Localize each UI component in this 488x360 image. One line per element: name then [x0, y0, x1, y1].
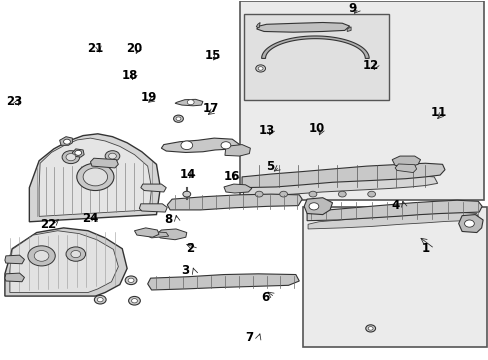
Circle shape [308, 191, 316, 197]
Bar [239, 1, 483, 200]
Polygon shape [147, 274, 299, 290]
Circle shape [28, 246, 55, 266]
Text: 10: 10 [308, 122, 325, 135]
Polygon shape [243, 176, 437, 197]
Polygon shape [256, 22, 349, 32]
Bar [303, 207, 486, 347]
Polygon shape [60, 137, 72, 145]
Polygon shape [145, 231, 168, 238]
Circle shape [173, 115, 183, 122]
Polygon shape [458, 215, 482, 233]
Text: 13: 13 [259, 124, 275, 137]
Text: 4: 4 [390, 199, 399, 212]
Circle shape [63, 139, 70, 144]
Circle shape [464, 220, 473, 227]
Text: 21: 21 [87, 42, 103, 55]
Polygon shape [29, 134, 160, 222]
Circle shape [62, 151, 80, 163]
Circle shape [108, 153, 116, 159]
Text: 5: 5 [266, 160, 274, 173]
Polygon shape [256, 22, 260, 28]
Text: 7: 7 [245, 331, 253, 344]
Circle shape [77, 163, 114, 190]
Circle shape [255, 191, 263, 197]
Circle shape [367, 191, 375, 197]
Circle shape [34, 251, 49, 261]
Circle shape [125, 276, 137, 285]
Polygon shape [242, 163, 444, 188]
Text: 22: 22 [40, 218, 56, 231]
Polygon shape [72, 149, 84, 157]
Circle shape [183, 191, 190, 197]
Circle shape [187, 100, 194, 105]
Circle shape [221, 142, 230, 149]
Text: 8: 8 [163, 213, 172, 226]
Text: 17: 17 [203, 102, 219, 115]
Polygon shape [90, 158, 118, 168]
Polygon shape [306, 200, 481, 221]
Polygon shape [261, 36, 368, 58]
Circle shape [181, 141, 192, 150]
Polygon shape [394, 164, 416, 172]
Circle shape [255, 65, 265, 72]
Polygon shape [224, 184, 251, 193]
Text: 12: 12 [362, 59, 378, 72]
Polygon shape [156, 229, 186, 240]
Text: 19: 19 [141, 91, 157, 104]
Polygon shape [139, 204, 167, 212]
Bar [244, 14, 388, 100]
Polygon shape [5, 228, 127, 296]
Text: 2: 2 [185, 242, 194, 255]
Polygon shape [5, 273, 24, 282]
Polygon shape [161, 138, 239, 153]
Circle shape [71, 251, 81, 258]
Circle shape [128, 296, 140, 305]
Circle shape [308, 203, 318, 210]
Text: 24: 24 [82, 212, 98, 225]
Circle shape [66, 154, 76, 161]
Circle shape [258, 67, 263, 70]
Circle shape [128, 278, 134, 283]
Text: 23: 23 [6, 95, 22, 108]
Polygon shape [175, 99, 203, 106]
Circle shape [105, 151, 120, 161]
Text: 1: 1 [421, 242, 429, 255]
Polygon shape [391, 156, 420, 167]
Text: 18: 18 [121, 69, 137, 82]
Circle shape [131, 298, 137, 303]
Text: 11: 11 [429, 106, 446, 119]
Polygon shape [5, 255, 24, 264]
Text: 16: 16 [224, 170, 240, 183]
Circle shape [338, 191, 346, 197]
Text: 15: 15 [204, 49, 220, 62]
Circle shape [367, 327, 372, 330]
Circle shape [365, 325, 375, 332]
Polygon shape [134, 228, 159, 237]
Circle shape [66, 247, 85, 261]
Circle shape [75, 150, 81, 156]
Polygon shape [167, 194, 302, 210]
Polygon shape [307, 212, 478, 229]
Polygon shape [141, 184, 166, 192]
Text: 9: 9 [347, 2, 356, 15]
Polygon shape [304, 198, 332, 215]
Polygon shape [10, 231, 118, 292]
Circle shape [94, 295, 106, 304]
Text: 6: 6 [261, 291, 269, 304]
Text: 20: 20 [126, 42, 142, 55]
Polygon shape [39, 138, 151, 216]
Circle shape [279, 191, 287, 197]
Polygon shape [346, 27, 350, 31]
Polygon shape [224, 145, 250, 156]
Text: 14: 14 [180, 167, 196, 180]
Circle shape [176, 117, 181, 121]
Text: 3: 3 [181, 265, 189, 278]
Circle shape [97, 297, 103, 302]
Circle shape [83, 168, 107, 186]
